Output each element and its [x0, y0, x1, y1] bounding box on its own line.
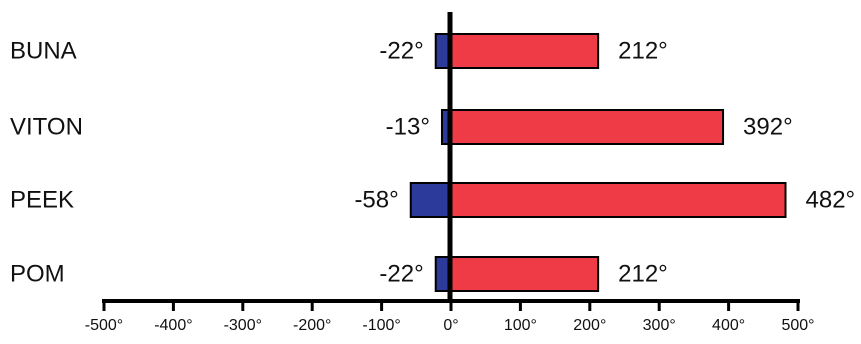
bar-negative-peek	[409, 182, 451, 218]
negative-bars	[409, 33, 451, 292]
bar-positive-peek	[449, 182, 787, 218]
positive-bars	[449, 33, 787, 292]
x-tick-label-4: -100°	[362, 317, 400, 334]
data-label-positive-viton: 392°	[743, 114, 793, 141]
x-tick-label-9: 400°	[712, 317, 745, 334]
data-label-negative-pom: -22°	[379, 261, 423, 288]
category-label-pom: POM	[10, 261, 65, 288]
x-tick-label-2: -300°	[224, 317, 262, 334]
x-tick-label-6: 100°	[504, 317, 537, 334]
category-label-buna: BUNA	[10, 38, 77, 65]
value-labels: -22° 212° -13° 392° -58° 482° -22° 212°	[354, 38, 855, 288]
category-label-peek: PEEK	[10, 187, 74, 214]
data-label-negative-viton: -13°	[386, 114, 430, 141]
data-label-positive-peek: 482°	[806, 187, 856, 214]
x-tick-label-3: -200°	[293, 317, 331, 334]
bar-positive-pom	[449, 256, 600, 292]
data-label-positive-pom: 212°	[618, 261, 668, 288]
data-label-negative-peek: -58°	[354, 187, 398, 214]
category-label-viton: VITON	[10, 114, 83, 141]
bar-positive-buna	[449, 33, 600, 69]
data-label-positive-buna: 212°	[618, 38, 668, 65]
category-labels: BUNA VITON PEEK POM	[10, 38, 83, 288]
x-axis-ticks: -500° -400° -300° -200° -100° 0° 100° 200° 300° 4…	[85, 301, 815, 334]
data-label-negative-buna: -22°	[379, 38, 423, 65]
x-tick-label-7: 200°	[573, 317, 606, 334]
x-tick-label-5: 0°	[443, 317, 458, 334]
x-tick-label-10: 500°	[781, 317, 814, 334]
x-tick-label-8: 300°	[643, 317, 676, 334]
x-tick-label-1: -400°	[154, 317, 192, 334]
bar-positive-viton	[449, 109, 725, 145]
x-tick-label-0: -500°	[85, 317, 123, 334]
